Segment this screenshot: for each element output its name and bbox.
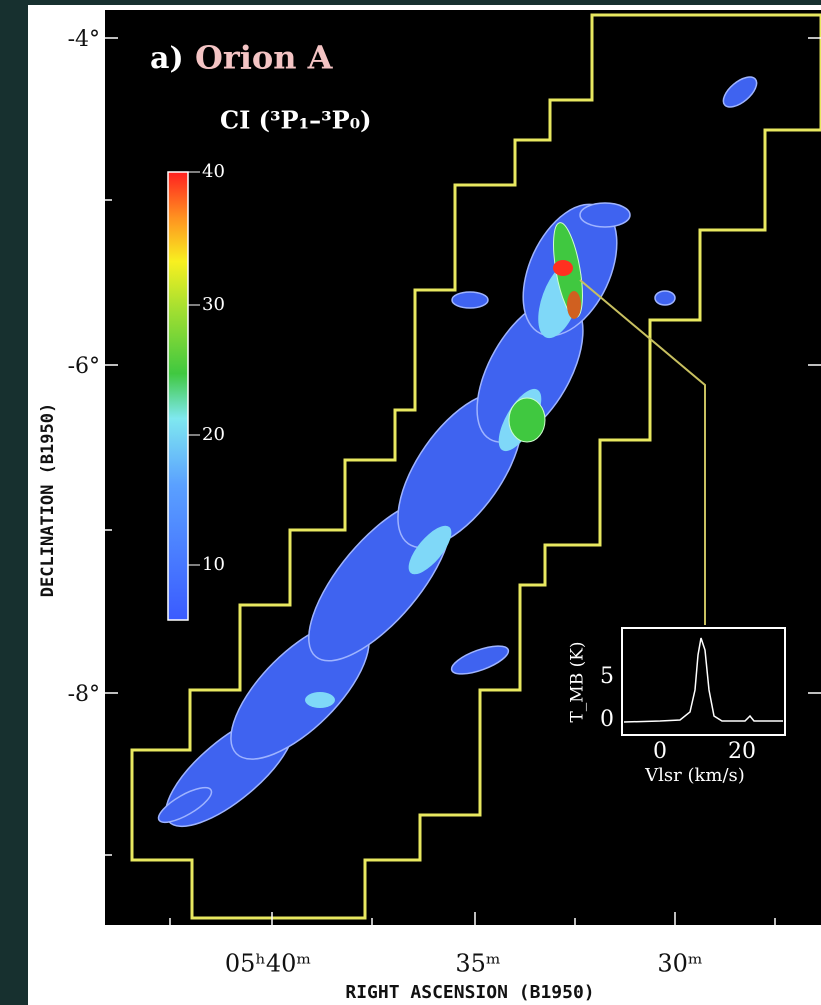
y-tick-label: -4°	[68, 27, 100, 52]
x-tick-label: 35ᵐ	[455, 950, 500, 978]
inset-y-label: T_MB (K)	[568, 641, 588, 722]
x-tick-label: 30ᵐ	[657, 950, 702, 978]
inset-x-label: Vlsr (km/s)	[644, 765, 745, 786]
figure: a) Orion A CI (³P₁–³P₀) 40 30 20 10 -4° …	[0, 0, 821, 1005]
y-axis-label: DECLINATION (B1950)	[38, 403, 58, 597]
inset-y-tick-label: 5	[600, 664, 614, 689]
y-tick-label: -6°	[68, 354, 100, 379]
x-tick-label: 05ʰ40ᵐ	[225, 950, 311, 978]
colorbar-tick-label: 10	[202, 554, 225, 575]
panel-label: a)	[150, 41, 184, 76]
title: Orion A	[195, 39, 334, 77]
peak	[553, 260, 573, 276]
colorbar	[168, 172, 188, 620]
page: a) Orion A CI (³P₁–³P₀) 40 30 20 10 -4° …	[0, 0, 821, 1005]
x-axis-label: RIGHT ASCENSION (B1950)	[345, 982, 594, 1003]
colorbar-tick-label: 40	[202, 161, 225, 182]
colorbar-tick-label: 20	[202, 424, 225, 445]
inset-y-tick-label: 0	[600, 707, 614, 732]
inset-x-tick-label: 20	[728, 739, 756, 764]
colorbar-tick-label: 30	[202, 294, 225, 315]
y-tick-label: -8°	[68, 682, 100, 707]
line-label: CI (³P₁–³P₀)	[220, 106, 372, 135]
inset-x-tick-label: 0	[653, 739, 667, 764]
